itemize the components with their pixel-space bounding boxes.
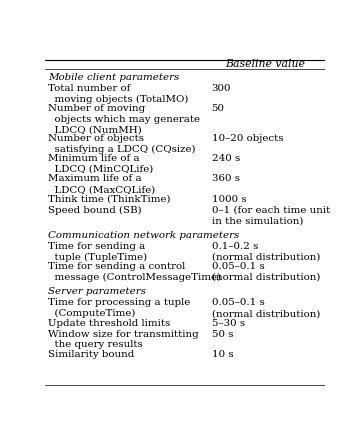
Text: 0.1–0.2 s
(normal distribution): 0.1–0.2 s (normal distribution)	[212, 242, 320, 262]
Text: Time for processing a tuple
  (ComputeTime): Time for processing a tuple (ComputeTime…	[48, 298, 191, 318]
Text: 0–1 (for each time unit
in the simulation): 0–1 (for each time unit in the simulatio…	[212, 206, 330, 225]
Text: 10 s: 10 s	[212, 350, 233, 359]
Text: Number of objects
  satisfying a LDCQ (CQsize): Number of objects satisfying a LDCQ (CQs…	[48, 134, 196, 154]
Text: Think time (ThinkTime): Think time (ThinkTime)	[48, 194, 171, 204]
Text: Window size for transmitting
  the query results: Window size for transmitting the query r…	[48, 329, 199, 349]
Text: 0.05–0.1 s
(normal distribution): 0.05–0.1 s (normal distribution)	[212, 262, 320, 282]
Text: 1000 s: 1000 s	[212, 194, 246, 204]
Text: Time for sending a
  tuple (TupleTime): Time for sending a tuple (TupleTime)	[48, 242, 148, 262]
Text: Update threshold limits: Update threshold limits	[48, 319, 171, 328]
Text: 50 s: 50 s	[212, 329, 233, 339]
Text: Total number of
  moving objects (TotalMO): Total number of moving objects (TotalMO)	[48, 84, 189, 104]
Text: Time for sending a control
  message (ControlMessageTime): Time for sending a control message (Cont…	[48, 262, 222, 282]
Text: Server parameters: Server parameters	[48, 287, 146, 296]
Text: Minimum life of a
  LDCQ (MinCQLife): Minimum life of a LDCQ (MinCQLife)	[48, 154, 154, 174]
Text: 360 s: 360 s	[212, 174, 240, 184]
Text: Similarity bound: Similarity bound	[48, 350, 135, 359]
Text: 50: 50	[212, 104, 225, 113]
Text: Mobile client parameters: Mobile client parameters	[48, 73, 180, 82]
Text: 0.05–0.1 s
(normal distribution): 0.05–0.1 s (normal distribution)	[212, 298, 320, 318]
Text: Communication network parameters: Communication network parameters	[48, 230, 240, 240]
Text: 10–20 objects: 10–20 objects	[212, 134, 283, 143]
Text: 240 s: 240 s	[212, 154, 240, 163]
Text: 300: 300	[212, 84, 231, 93]
Text: Maximum life of a
  LDCQ (MaxCQLife): Maximum life of a LDCQ (MaxCQLife)	[48, 174, 156, 194]
Text: Number of moving
  objects which may generate
  LDCQ (NumMH): Number of moving objects which may gener…	[48, 104, 200, 135]
Text: Speed bound (SB): Speed bound (SB)	[48, 206, 142, 215]
Text: Baseline value: Baseline value	[226, 59, 305, 69]
Text: 5–30 s: 5–30 s	[212, 319, 245, 328]
